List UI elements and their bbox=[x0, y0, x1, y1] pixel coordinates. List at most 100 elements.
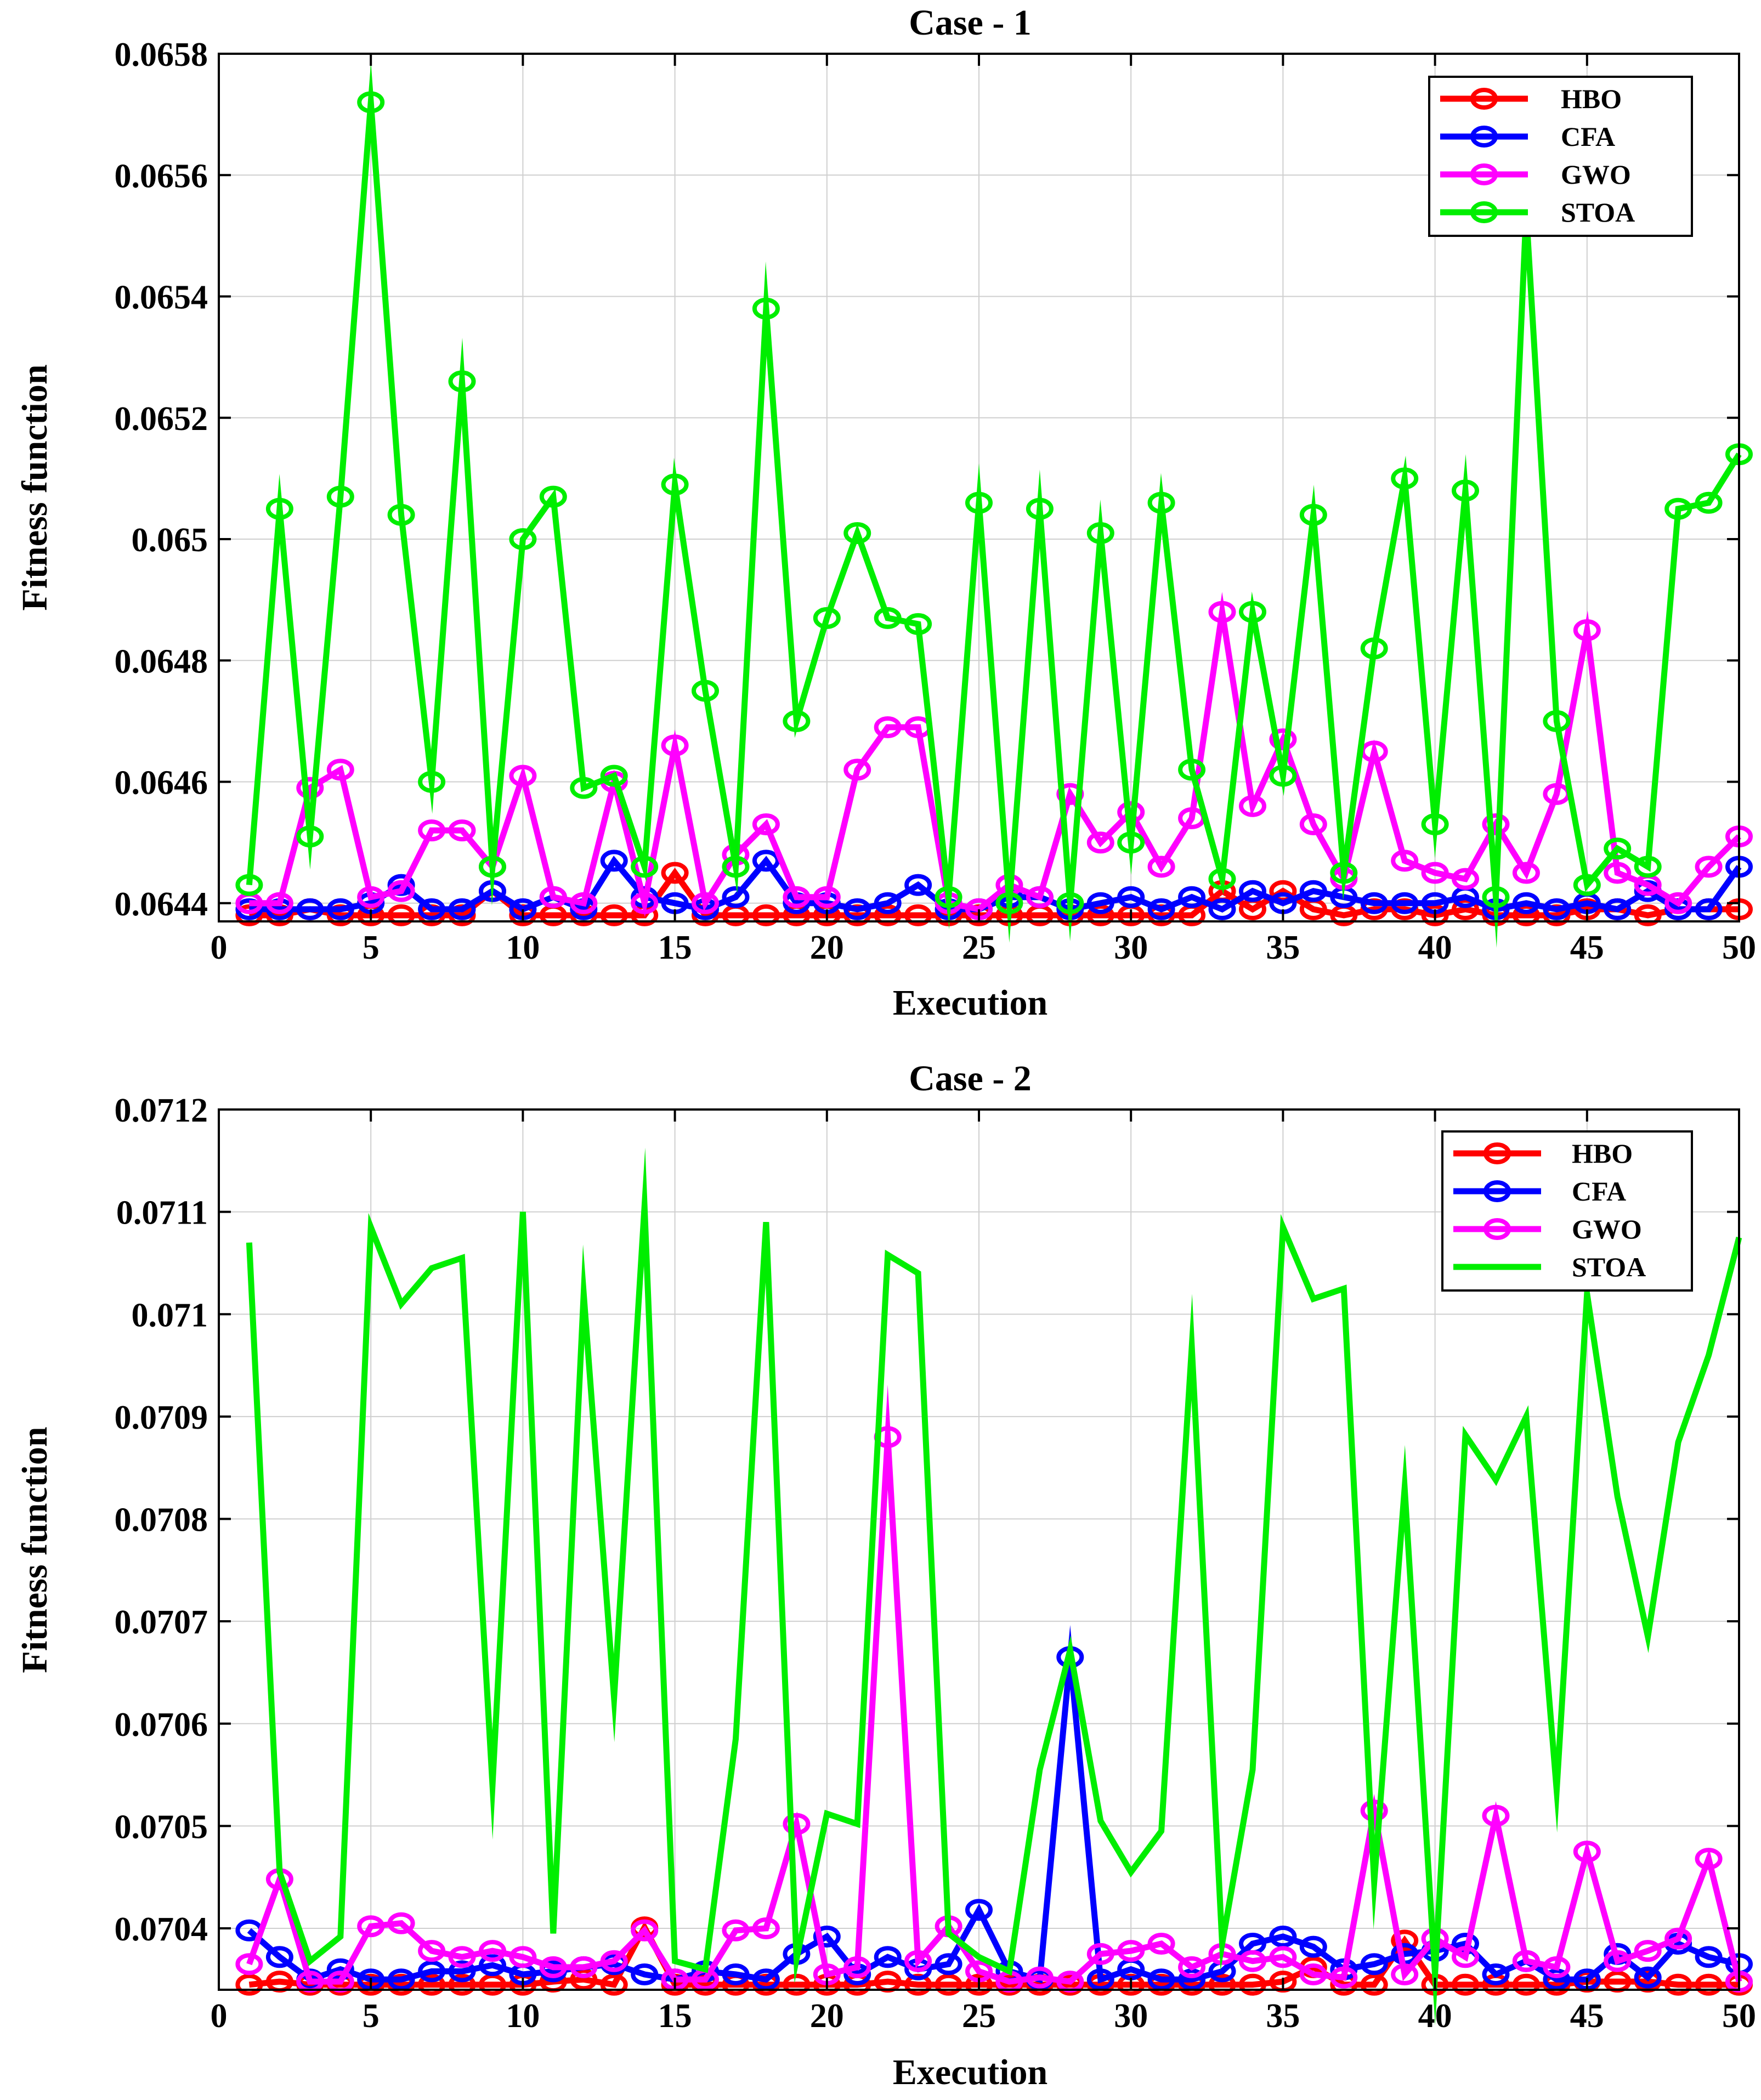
chart-1-point-gwo bbox=[418, 819, 446, 842]
chart-1-x-tick-label: 25 bbox=[962, 929, 996, 966]
chart-1-y-tick-label: 0.065 bbox=[132, 522, 208, 559]
chart-1-point-hbo bbox=[874, 904, 902, 926]
chart-2-legend-label-cfa: CFA bbox=[1572, 1176, 1626, 1207]
chart-2-point-gwo bbox=[1117, 1940, 1145, 1962]
chart-2-point-gwo bbox=[631, 1919, 659, 1941]
chart-1-legend-marker-hbo bbox=[1470, 88, 1498, 110]
chart-2-point-gwo bbox=[479, 1940, 506, 1962]
chart-2-y-tick-label: 0.0704 bbox=[115, 1911, 208, 1948]
chart-2-point-gwo bbox=[570, 1956, 598, 1978]
chart-2-point-hbo bbox=[783, 1973, 811, 1996]
chart-2-point-cfa bbox=[1482, 1963, 1510, 1985]
chart-2-point-gwo bbox=[1573, 1841, 1601, 1863]
chart-2-legend-label-gwo: GWO bbox=[1572, 1214, 1642, 1244]
chart-2-point-gwo bbox=[1604, 1950, 1632, 1972]
chart-2-point-gwo bbox=[904, 1950, 932, 1972]
chart-1-point-stoa bbox=[1026, 497, 1054, 520]
chart-2-x-tick-label: 30 bbox=[1114, 1997, 1148, 2035]
chart-1-point-cfa bbox=[1512, 892, 1540, 914]
chart-2-point-gwo bbox=[357, 1915, 385, 1938]
chart-1-point-stoa bbox=[296, 825, 324, 848]
chart-1-point-gwo bbox=[1573, 619, 1601, 641]
chart-1-point-gwo bbox=[1299, 813, 1327, 835]
chart-1-point-cfa bbox=[1117, 886, 1145, 908]
chart-1-point-stoa bbox=[935, 886, 962, 908]
chart-1-point-cfa bbox=[1391, 892, 1419, 914]
chart-1-legend-marker-stoa bbox=[1470, 201, 1498, 223]
chart-2-point-gwo bbox=[843, 1956, 871, 1978]
chart-2-point-hbo bbox=[1452, 1973, 1479, 1996]
chart-2-y-tick-label: 0.0709 bbox=[115, 1399, 208, 1436]
chart-1-y-axis-label: Fitness function bbox=[15, 364, 55, 610]
chart-1-point-stoa bbox=[1239, 601, 1266, 623]
chart-1-point-stoa bbox=[418, 771, 446, 793]
chart-1-point-cfa bbox=[904, 874, 932, 896]
chart-2-x-tick-label: 40 bbox=[1418, 1997, 1452, 2035]
chart-2-point-hbo bbox=[1695, 1973, 1723, 1996]
chart-1-point-stoa bbox=[722, 856, 750, 878]
chart-2-x-tick-label: 50 bbox=[1722, 1997, 1756, 2035]
chart-2-point-hbo bbox=[235, 1973, 263, 1996]
chart-1-point-cfa bbox=[448, 898, 476, 920]
chart-2-point-gwo bbox=[1147, 1933, 1175, 1955]
chart-1-point-cfa bbox=[296, 898, 324, 920]
chart-1-point-stoa bbox=[995, 892, 1023, 914]
chart-2-point-hbo bbox=[1239, 1973, 1266, 1996]
chart-2-point-gwo bbox=[1299, 1963, 1327, 1985]
chart-1-point-stoa bbox=[783, 710, 811, 732]
chart-1-title: Case - 1 bbox=[909, 3, 1032, 43]
chart-1-point-cfa bbox=[1360, 892, 1388, 914]
chart-2-legend-marker-gwo bbox=[1483, 1218, 1511, 1240]
chart-1-point-cfa bbox=[752, 850, 780, 872]
chart-1-point-gwo bbox=[1512, 862, 1540, 884]
chart-1-point-cfa bbox=[843, 898, 871, 920]
chart-1-point-stoa bbox=[265, 497, 293, 520]
chart-1-point-cfa bbox=[722, 886, 750, 908]
chart-1-legend-label-hbo: HBO bbox=[1561, 83, 1622, 114]
chart-1-legend-label-cfa: CFA bbox=[1561, 121, 1615, 152]
chart-1-point-gwo bbox=[1421, 862, 1449, 884]
chart-2-point-cfa bbox=[1695, 1946, 1723, 1968]
chart-1-point-gwo bbox=[1269, 728, 1297, 751]
chart-1-point-stoa bbox=[1299, 503, 1327, 526]
chart-1-y-tick-label: 0.0654 bbox=[115, 279, 208, 316]
chart-1-point-stoa bbox=[235, 874, 263, 896]
chart-2-y-tick-labels: 0.0704 0.0705 0.0706 0.0707 0.0708 0.0709 0.07… bbox=[115, 1092, 208, 1948]
chart-2-line-gwo bbox=[246, 1384, 1742, 1985]
chart-1-point-stoa bbox=[965, 491, 993, 514]
chart-1-point-gwo bbox=[326, 759, 354, 781]
chart-1-x-tick-label: 5 bbox=[363, 929, 380, 966]
chart-1-x-tick-label: 35 bbox=[1266, 929, 1300, 966]
chart-1-legend-entry-stoa: STOA bbox=[1440, 197, 1635, 228]
chart-2-point-cfa bbox=[448, 1960, 476, 1983]
chart-case-2: Case - 2 0 5 10 15 20 25 30 35 40 45 50 0.07040.07… bbox=[15, 1059, 1756, 2092]
chart-1-point-stoa bbox=[1147, 491, 1175, 514]
chart-2-point-hbo bbox=[1512, 1973, 1540, 1996]
chart-2-point-gwo bbox=[752, 1917, 780, 1939]
chart-2-point-cfa bbox=[752, 1968, 780, 1991]
chart-2-x-tick-labels: 0 5 10 15 20 25 30 35 40 45 50 bbox=[211, 1997, 1757, 2035]
chart-2-ticks bbox=[218, 1108, 1740, 1990]
chart-2-x-tick-label: 10 bbox=[506, 1997, 540, 2035]
chart-2-point-gwo bbox=[1239, 1950, 1266, 1972]
chart-1-point-stoa bbox=[1604, 837, 1632, 860]
chart-1-x-tick-label: 45 bbox=[1570, 929, 1604, 966]
chart-1-point-stoa bbox=[1664, 497, 1692, 520]
chart-1-x-tick-labels: 0 5 10 15 20 25 30 35 40 45 50 bbox=[211, 929, 1757, 966]
chart-2-point-gwo bbox=[448, 1946, 476, 1968]
chart-1-legend-label-gwo: GWO bbox=[1561, 159, 1631, 190]
chart-1-point-cfa bbox=[1147, 898, 1175, 920]
chart-1-point-stoa bbox=[448, 370, 476, 393]
chart-1-point-stoa bbox=[813, 607, 841, 629]
chart-2-x-tick-label: 25 bbox=[962, 1997, 996, 2035]
chart-2-point-cfa bbox=[935, 1953, 962, 1976]
chart-1-y-tick-label: 0.0656 bbox=[115, 157, 208, 195]
chart-2-point-cfa bbox=[1178, 1968, 1206, 1991]
chart-2-point-gwo bbox=[600, 1950, 628, 1972]
chart-2-y-tick-label: 0.071 bbox=[132, 1297, 208, 1334]
chart-1-point-stoa bbox=[904, 613, 932, 635]
chart-2-point-gwo bbox=[1512, 1950, 1540, 1972]
chart-1-point-hbo bbox=[1269, 880, 1297, 902]
chart-1-point-stoa bbox=[1086, 522, 1114, 544]
chart-1-point-cfa bbox=[1604, 898, 1632, 920]
